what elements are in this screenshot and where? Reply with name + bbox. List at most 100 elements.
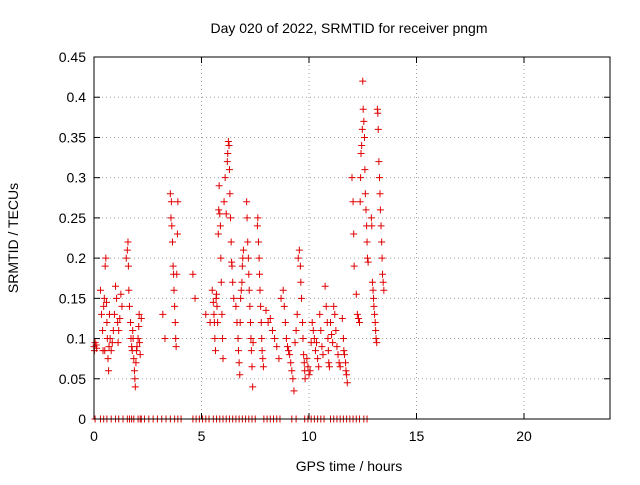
y-tick-label: 0.15 xyxy=(59,290,86,306)
data-point xyxy=(292,327,300,335)
data-point xyxy=(167,198,175,206)
data-point xyxy=(222,210,230,218)
data-point xyxy=(324,347,332,355)
plot-frame xyxy=(93,56,611,420)
data-point xyxy=(98,310,106,318)
data-point xyxy=(259,355,267,363)
data-point xyxy=(297,294,305,302)
data-point xyxy=(334,351,342,359)
data-point xyxy=(331,310,339,318)
data-point xyxy=(244,238,252,246)
data-point xyxy=(313,339,321,347)
data-point xyxy=(189,270,197,278)
data-point xyxy=(338,314,346,322)
data-point xyxy=(114,339,122,347)
data-point xyxy=(336,363,344,371)
x-tick-label: 5 xyxy=(198,428,206,444)
data-point xyxy=(253,222,261,230)
data-point xyxy=(169,262,177,270)
data-point xyxy=(372,335,380,343)
data-point xyxy=(236,371,244,379)
data-point xyxy=(368,278,376,286)
data-point xyxy=(135,310,143,318)
x-tick-label: 20 xyxy=(516,428,532,444)
data-point xyxy=(340,351,348,359)
data-point xyxy=(279,286,287,294)
data-point xyxy=(247,347,255,355)
y-axis-label: SRMTID / TECUs xyxy=(5,183,21,293)
data-point xyxy=(324,335,332,343)
data-point xyxy=(368,222,376,230)
data-point xyxy=(309,327,317,335)
data-point xyxy=(172,335,180,343)
data-point xyxy=(371,310,379,318)
data-point xyxy=(216,210,224,218)
data-point xyxy=(363,238,371,246)
data-point xyxy=(171,318,179,326)
data-point xyxy=(358,125,366,133)
data-point xyxy=(369,286,377,294)
data-point xyxy=(317,327,325,335)
data-point xyxy=(131,383,139,391)
data-point xyxy=(372,327,380,335)
data-point xyxy=(257,318,265,326)
data-point xyxy=(247,318,255,326)
data-point xyxy=(220,198,228,206)
data-point xyxy=(209,298,217,306)
data-point xyxy=(342,367,350,375)
data-point xyxy=(133,343,141,351)
x-tick-label: 10 xyxy=(301,428,317,444)
data-point xyxy=(217,254,225,262)
data-point xyxy=(373,339,381,347)
data-point xyxy=(238,262,246,270)
data-point xyxy=(297,278,305,286)
data-point xyxy=(376,190,384,198)
data-point xyxy=(105,367,113,375)
data-point xyxy=(264,318,272,326)
data-point xyxy=(243,198,251,206)
y-tick-label: 0.35 xyxy=(59,129,86,145)
data-point xyxy=(213,290,221,298)
data-point xyxy=(330,302,338,310)
data-point xyxy=(318,343,326,351)
data-point xyxy=(361,166,369,174)
data-point xyxy=(237,286,245,294)
data-point xyxy=(102,298,110,306)
data-point xyxy=(216,222,224,230)
data-point xyxy=(288,367,296,375)
data-point xyxy=(256,270,264,278)
data-point xyxy=(247,335,255,343)
data-point xyxy=(215,182,223,190)
data-point xyxy=(316,310,324,318)
data-point xyxy=(217,278,225,286)
data-point xyxy=(214,318,222,326)
data-point xyxy=(101,262,109,270)
data-point xyxy=(244,254,252,262)
data-point xyxy=(258,335,266,343)
data-point xyxy=(379,270,387,278)
data-point xyxy=(166,190,174,198)
data-point xyxy=(219,355,227,363)
data-point xyxy=(173,270,181,278)
y-tick-label: 0.25 xyxy=(59,210,86,226)
data-point xyxy=(314,355,322,363)
x-tick-label: 15 xyxy=(409,428,425,444)
data-point xyxy=(358,141,366,149)
data-point xyxy=(124,238,132,246)
data-point xyxy=(333,343,341,351)
data-point xyxy=(173,230,181,238)
data-point xyxy=(285,347,293,355)
data-point xyxy=(277,294,285,302)
data-point xyxy=(132,359,140,367)
data-point xyxy=(168,238,176,246)
data-point xyxy=(215,206,223,214)
data-point xyxy=(110,310,118,318)
data-points xyxy=(90,77,388,423)
data-point xyxy=(377,222,385,230)
data-point xyxy=(289,375,297,383)
data-point xyxy=(258,347,266,355)
data-point xyxy=(311,347,319,355)
data-point xyxy=(271,335,279,343)
data-point xyxy=(125,286,133,294)
data-point xyxy=(303,355,311,363)
